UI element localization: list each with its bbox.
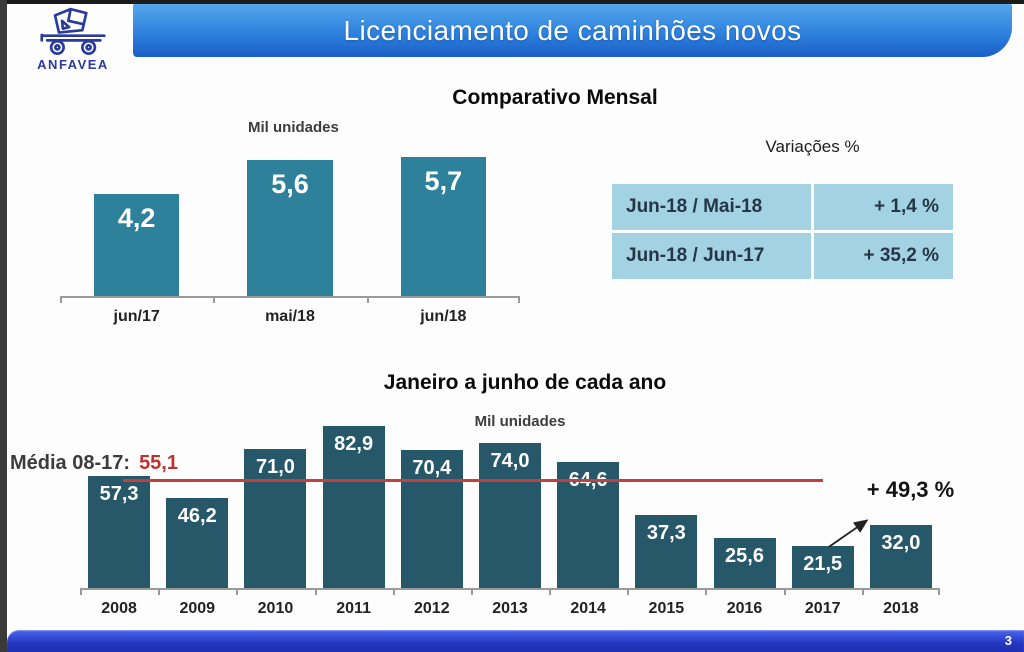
bar-value-label: 82,9 [334,432,374,455]
category-label-2011: 2011 [336,600,371,617]
table-row-value: + 35,2 % [814,233,953,279]
bar-2011: 82,9 [322,425,385,588]
bar-2008: 57,3 [88,476,151,588]
bar-value-label: 32,0 [881,532,921,555]
category-label-jun/18: jun/18 [420,308,467,325]
axis-tick [518,296,520,303]
axis-tick [60,296,62,303]
monthly-chart-title: Comparativo Mensal [452,86,658,109]
slide-title: Licenciamento de caminhões novos [343,14,802,46]
left-border [0,0,7,652]
bar-2016: 25,6 [713,537,776,588]
bar-value-label: 37,3 [646,522,686,545]
axis-tick [392,588,395,595]
category-label-2010: 2010 [257,600,294,617]
table-row: Jun-18 / Jun-17 + 35,2 % [612,233,953,279]
monthly-units-label: Mil unidades [248,119,339,136]
table-row-value: + 1,4 % [814,184,953,230]
header-bar: Licenciamento de caminhões novos [133,4,1012,57]
page-number: 3 [1004,633,1012,648]
variations-title: Variações % [765,137,860,156]
bar-value-label: 71,0 [255,456,295,479]
axis-tick [938,588,940,595]
bar-jun/18: 5,7 [400,157,486,296]
x-axis-line [80,588,940,590]
axis-tick [236,588,239,595]
axis-tick [783,588,786,595]
axis-tick [158,588,161,595]
bar-value-label: 57,3 [99,483,139,505]
anfavea-logo: ANFAVEA [20,6,126,72]
category-label-2014: 2014 [570,600,606,617]
footer-bar: 3 [7,630,1024,652]
table-row: Jun-18 / Mai-18 + 1,4 % [612,184,953,230]
growth-annotation-label: + 49,3 % [866,477,955,502]
bar-2015: 37,3 [635,515,698,588]
bar-value-label: 70,4 [412,457,452,480]
category-label-2017: 2017 [804,600,841,617]
top-border [0,0,1024,4]
bar-value-label: 64,6 [568,468,608,491]
bar-value-label: 74,0 [490,450,530,473]
logo-text: ANFAVEA [37,57,109,72]
bar-value-label: 21,5 [803,552,843,575]
bar-jun/17: 4,2 [94,193,180,296]
bar-2010: 71,0 [244,449,307,588]
bar-value-label: 25,6 [725,544,764,567]
axis-tick [861,588,864,595]
category-label-2018: 2018 [883,600,919,617]
bar-2014: 64,6 [557,461,620,588]
variations-table: Jun-18 / Mai-18 + 1,4 % Jun-18 / Jun-17 … [612,184,953,282]
axis-tick [366,296,369,303]
category-label-2016: 2016 [726,600,763,617]
bar-2012: 70,4 [400,450,463,588]
category-label-2015: 2015 [648,600,685,617]
bar-mai/18: 5,6 [247,159,333,296]
truck-logo-icon [32,7,114,60]
axis-tick [627,588,630,595]
category-label-mai/18: mai/18 [265,308,315,325]
bar-2017: 21,5 [791,545,854,588]
bar-2013: 74,0 [479,443,541,588]
yearly-chart-title: Janeiro a junho de cada ano [383,371,667,394]
x-axis-line [60,296,520,298]
bar-value-label: 4,2 [117,202,156,233]
category-label-2013: 2013 [492,600,528,617]
average-label: Média 08-17: [10,452,131,474]
axis-tick [314,588,317,595]
category-label-2012: 2012 [414,600,450,617]
bar-value-label: 5,6 [271,168,309,199]
category-label-2009: 2009 [179,600,216,617]
axis-tick [705,588,708,595]
table-row-label: Jun-18 / Jun-17 [612,233,811,279]
bar-value-label: 46,2 [177,504,217,527]
bar-2009: 46,2 [166,497,229,588]
table-row-label: Jun-18 / Mai-18 [612,184,811,230]
average-value: 55,1 [139,452,178,474]
bar-2018: 32,0 [869,525,932,588]
average-annotation: Média 08-17: 55,1 [10,452,178,475]
bar-value-label: 5,7 [424,166,463,197]
axis-tick [470,588,473,595]
yearly-units-label: Mil unidades [474,413,566,430]
yearly-bar-chart: + 49,3 % 57,3 2008 46,2 2009 71,0 2010 82,9 201… [80,416,954,626]
axis-tick [80,588,82,595]
axis-tick [549,588,552,595]
axis-tick [213,296,216,303]
category-label-jun/17: jun/17 [113,308,160,325]
average-line [123,479,823,483]
category-label-2008: 2008 [101,600,137,617]
monthly-bar-chart: 4,2 jun/17 5,6 mai/18 5,7 jun/18 [60,150,520,335]
